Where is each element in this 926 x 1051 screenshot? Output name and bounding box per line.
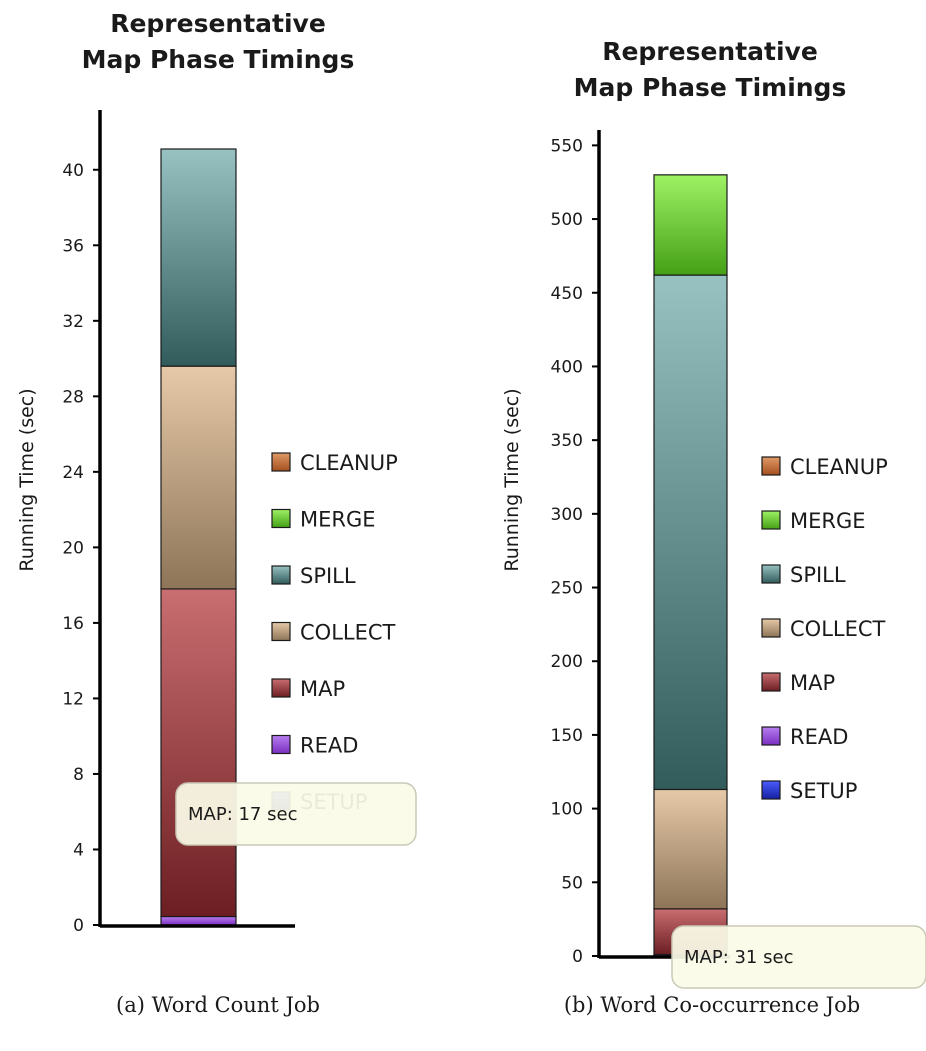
y-tick-label: 100 — [551, 800, 583, 820]
legend-label: COLLECT — [790, 617, 886, 641]
chart-b: Representative Map Phase Timings Running T… — [501, 37, 926, 1017]
y-tick-label: 50 — [561, 873, 583, 893]
bar-segment-collect[interactable] — [653, 788, 728, 910]
bar-segment-merge[interactable] — [653, 174, 728, 276]
y-tick-label: 24 — [62, 463, 84, 483]
caption: (a) Word Count Job — [116, 993, 320, 1017]
legend-item-read[interactable]: READ — [271, 734, 358, 758]
y-tick-label: 200 — [551, 652, 583, 672]
legend-swatch — [271, 452, 291, 472]
tooltip-box — [671, 925, 926, 989]
y-axis-label: Running Time (sec) — [16, 388, 38, 571]
legend-item-cleanup[interactable]: CLEANUP — [271, 451, 398, 475]
caption: (b) Word Co-occurrence Job — [564, 993, 860, 1017]
legend-swatch — [271, 678, 291, 698]
legend-swatch — [761, 564, 781, 584]
legend-item-map[interactable]: MAP — [761, 671, 835, 695]
y-tick-label: 40 — [62, 161, 84, 181]
legend-swatch — [761, 672, 781, 692]
tooltip-text: MAP: 31 sec — [684, 947, 793, 968]
y-axis-label: Running Time (sec) — [501, 388, 523, 571]
legend-label: SETUP — [790, 779, 857, 803]
bar-segment-read[interactable] — [160, 915, 237, 926]
tooltip: MAP: 17 sec — [175, 782, 417, 846]
legend-item-merge[interactable]: MERGE — [761, 509, 866, 533]
legend-swatch — [271, 565, 291, 585]
legend-label: COLLECT — [300, 621, 396, 645]
y-tick-label: 350 — [551, 431, 583, 451]
chart-title-line-2: Map Phase Timings — [82, 45, 355, 74]
chart-title-line-1: Representative — [110, 9, 326, 38]
legend-item-map[interactable]: MAP — [271, 677, 345, 701]
legend-label: CLEANUP — [790, 455, 888, 479]
y-tick-label: 250 — [551, 579, 583, 599]
legend-label: SPILL — [790, 563, 846, 587]
legend-swatch — [761, 456, 781, 476]
legend-label: MAP — [790, 671, 835, 695]
bar-segment-collect[interactable] — [160, 365, 237, 590]
y-tick-label: 16 — [62, 614, 84, 634]
legend-swatch — [761, 510, 781, 530]
y-tick-label: 0 — [73, 916, 84, 936]
legend-swatch — [761, 618, 781, 638]
y-tick-label: 20 — [62, 538, 84, 558]
legend-swatch — [761, 726, 781, 746]
legend-item-collect[interactable]: COLLECT — [761, 617, 886, 641]
y-tick-label: 36 — [62, 236, 84, 256]
legend-item-spill[interactable]: SPILL — [761, 563, 846, 587]
y-tick-label: 4 — [73, 840, 84, 860]
tooltip-box — [175, 782, 417, 846]
legend-swatch — [271, 621, 291, 642]
y-tick-label: 150 — [551, 726, 583, 746]
legend-label: MERGE — [300, 508, 376, 532]
legend-label: READ — [790, 725, 848, 749]
y-tick-label: 8 — [73, 765, 84, 785]
tooltip: MAP: 31 sec — [671, 925, 926, 989]
legend-label: SPILL — [300, 564, 356, 588]
legend-label: READ — [300, 734, 358, 758]
legend-item-collect[interactable]: COLLECT — [271, 621, 396, 645]
tooltip-text: MAP: 17 sec — [188, 804, 297, 825]
legend-label: MAP — [300, 677, 345, 701]
bar-segment-spill[interactable] — [160, 148, 237, 367]
y-tick-label: 300 — [551, 505, 583, 525]
legend-swatch — [271, 734, 291, 755]
chart-title-line-1: Representative — [602, 37, 818, 66]
bar-segment-map[interactable] — [160, 588, 237, 918]
chart-title-line-2: Map Phase Timings — [574, 73, 847, 102]
legend-swatch — [761, 780, 781, 800]
y-tick-label: 32 — [62, 312, 84, 332]
y-tick-label: 450 — [551, 284, 583, 304]
y-tick-label: 550 — [551, 136, 583, 156]
chart-a: Representative Map Phase Timings Running T… — [16, 9, 417, 1017]
y-tick-label: 500 — [551, 210, 583, 230]
legend-swatch — [271, 508, 291, 529]
legend-item-spill[interactable]: SPILL — [271, 564, 356, 588]
legend-item-cleanup[interactable]: CLEANUP — [761, 455, 888, 479]
y-tick-label: 400 — [551, 357, 583, 377]
y-tick-label: 0 — [572, 947, 583, 967]
legend-item-merge[interactable]: MERGE — [271, 508, 376, 532]
legend-item-setup[interactable]: SETUP — [761, 779, 857, 803]
y-tick-label: 12 — [62, 689, 84, 709]
bar-segment-spill[interactable] — [653, 274, 728, 791]
legend-item-read[interactable]: READ — [761, 725, 848, 749]
y-tick-label: 28 — [62, 387, 84, 407]
legend-label: CLEANUP — [300, 451, 398, 475]
legend-label: MERGE — [790, 509, 866, 533]
